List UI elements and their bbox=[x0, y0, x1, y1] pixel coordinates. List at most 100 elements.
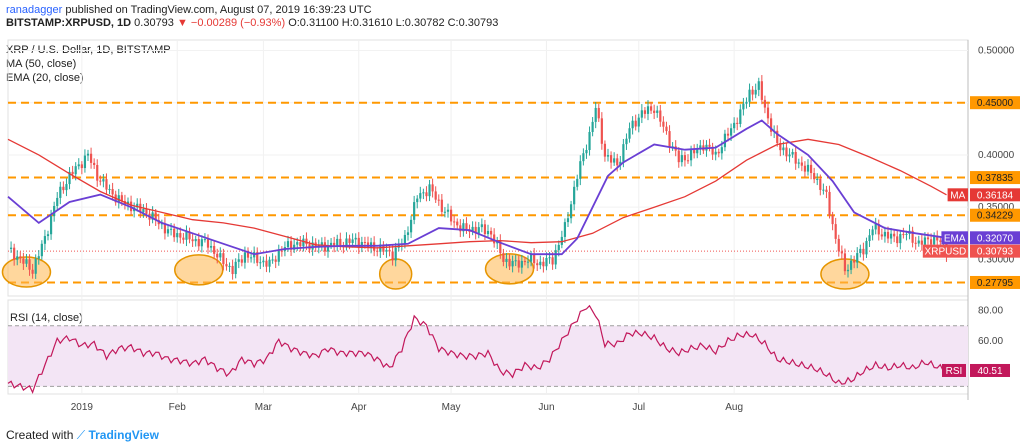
candle-body bbox=[89, 153, 93, 163]
level-tag-label: 0.37835 bbox=[977, 173, 1014, 184]
candle-body bbox=[563, 222, 567, 237]
rsi-y-tick-label: 80.00 bbox=[978, 306, 1003, 317]
candle-body bbox=[939, 240, 942, 242]
candle-body bbox=[225, 264, 228, 267]
candle-body bbox=[243, 252, 247, 263]
candle-body bbox=[628, 128, 631, 139]
candle-body bbox=[499, 240, 502, 254]
candle-body bbox=[9, 247, 13, 249]
candle-body bbox=[714, 151, 717, 155]
candle-body bbox=[142, 208, 145, 213]
candle-body bbox=[46, 234, 50, 237]
candle-body bbox=[336, 238, 339, 247]
candle-body bbox=[120, 195, 123, 202]
candle-body bbox=[413, 202, 416, 220]
candle-body bbox=[606, 155, 610, 157]
candle-body bbox=[686, 160, 690, 162]
x-tick-label: Jul bbox=[632, 402, 645, 413]
candle-body bbox=[853, 260, 856, 263]
candle-body bbox=[59, 186, 62, 198]
candle-body bbox=[529, 254, 533, 262]
candle-body bbox=[573, 186, 576, 205]
candle-body bbox=[726, 133, 730, 136]
candle-body bbox=[169, 228, 173, 230]
candle-body bbox=[329, 242, 333, 246]
ohlc-values: O:0.31100 H:0.31610 L:0.30782 C:0.30793 bbox=[288, 17, 499, 29]
rsi-band bbox=[8, 325, 968, 387]
candle-body bbox=[520, 260, 523, 268]
candle-body bbox=[585, 149, 588, 154]
candle-body bbox=[56, 197, 59, 206]
candle-body bbox=[905, 233, 908, 235]
rsi-name-tag-label: RSI bbox=[946, 366, 963, 377]
candle-body bbox=[588, 131, 591, 150]
candle-body bbox=[22, 258, 25, 264]
candle-body bbox=[117, 195, 120, 203]
candle-body bbox=[889, 233, 893, 239]
ema-legend[interactable]: EMA (20, close) bbox=[6, 72, 84, 84]
candle-body bbox=[43, 236, 47, 244]
candle-body bbox=[613, 158, 616, 163]
candle-body bbox=[40, 243, 43, 257]
candle-body bbox=[216, 253, 219, 258]
candle-body bbox=[813, 173, 816, 180]
rsi-legend[interactable]: RSI (14, close) bbox=[10, 312, 83, 324]
candle-body bbox=[277, 250, 280, 262]
candle-body bbox=[296, 242, 299, 245]
candle-body bbox=[68, 171, 71, 185]
ma-legend[interactable]: MA (50, close) bbox=[6, 58, 77, 70]
series-name-tag-label: EMA bbox=[944, 233, 966, 244]
candle-body bbox=[200, 239, 203, 247]
candle-body bbox=[111, 189, 114, 195]
candle-body bbox=[840, 251, 843, 254]
candle-body bbox=[539, 261, 542, 266]
rsi-value-tag bbox=[970, 363, 1010, 377]
candle-body bbox=[176, 233, 179, 238]
candle-body bbox=[766, 107, 770, 119]
candle-body bbox=[209, 246, 213, 248]
candle-body bbox=[631, 120, 634, 129]
candle-body bbox=[222, 253, 225, 265]
candle-body bbox=[434, 191, 437, 200]
candle-body bbox=[597, 107, 600, 119]
candle-body bbox=[246, 252, 250, 258]
candle-body bbox=[693, 150, 696, 154]
y-tick-label: 0.35000 bbox=[978, 202, 1015, 213]
tradingview-brand[interactable]: TradingView bbox=[88, 428, 159, 442]
y-tick-label: 0.30000 bbox=[978, 254, 1015, 265]
x-tick-label: Jun bbox=[538, 402, 554, 413]
candle-body bbox=[197, 239, 200, 247]
series-name-tag bbox=[941, 231, 968, 245]
candle-body bbox=[231, 265, 234, 275]
candle-body bbox=[403, 234, 407, 245]
candle-body bbox=[914, 242, 917, 244]
candle-body bbox=[634, 120, 637, 127]
footer: Created with ⟋ TradingView bbox=[6, 428, 159, 443]
series-value-tag bbox=[970, 188, 1020, 202]
level-tag-label: 0.27795 bbox=[977, 278, 1014, 289]
candle-body bbox=[837, 238, 840, 252]
candle-body bbox=[351, 239, 354, 244]
candle-body bbox=[163, 223, 167, 234]
candle-body bbox=[886, 231, 890, 239]
candle-body bbox=[348, 238, 351, 244]
candle-body bbox=[219, 253, 222, 258]
candle-body bbox=[34, 258, 37, 274]
candle-body bbox=[865, 241, 868, 255]
y-tick-label: 0.50000 bbox=[978, 45, 1015, 56]
series-value-tag-label: 0.36184 bbox=[977, 190, 1014, 201]
author-link[interactable]: ranadagger bbox=[6, 4, 63, 16]
candle-body bbox=[720, 147, 723, 154]
level-tag bbox=[970, 96, 1020, 110]
candle-body bbox=[834, 224, 837, 239]
candle-body bbox=[13, 247, 16, 260]
candle-body bbox=[923, 237, 927, 245]
series-name-tag bbox=[947, 188, 968, 202]
symbol-label: BITSTAMP:XRPUSD, 1D bbox=[6, 17, 132, 29]
candle-body bbox=[459, 225, 462, 232]
candle-body bbox=[213, 246, 216, 254]
level-tag-label: 0.45000 bbox=[977, 98, 1014, 109]
candle-body bbox=[437, 199, 440, 201]
candle-body bbox=[185, 231, 188, 240]
